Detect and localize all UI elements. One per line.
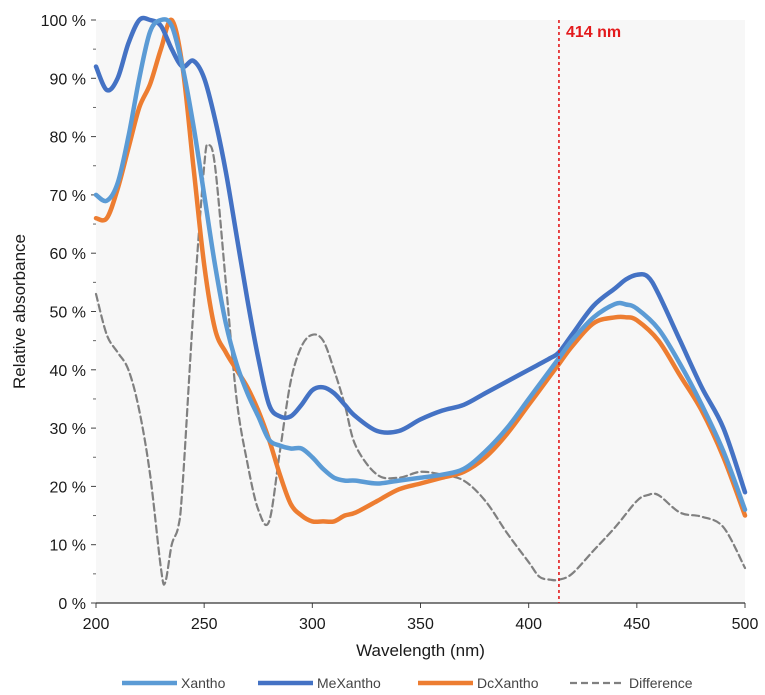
legend-label-xantho: Xantho	[181, 675, 226, 691]
plot-background	[96, 20, 745, 603]
y-tick-label: 30 %	[50, 421, 86, 438]
x-tick-label: 350	[407, 616, 434, 633]
y-tick-label: 10 %	[50, 538, 86, 555]
y-tick-label: 100 %	[41, 13, 86, 30]
legend-label-difference: Difference	[629, 675, 693, 691]
x-tick-label: 450	[623, 616, 650, 633]
legend-label-mexantho: MeXantho	[317, 675, 381, 691]
y-tick-label: 20 %	[50, 479, 86, 496]
x-tick-label: 200	[83, 616, 110, 633]
x-axis-title: Wavelength (nm)	[356, 641, 485, 660]
y-tick-label: 90 %	[50, 71, 86, 88]
y-tick-label: 0 %	[58, 596, 86, 613]
x-axis-ticks: 200 250 300 350 400 450 500	[83, 603, 759, 633]
legend: Xantho MeXantho DcXantho Difference	[122, 675, 693, 691]
y-tick-label: 40 %	[50, 363, 86, 380]
series-line-xantho	[93, 17, 748, 512]
y-tick-label: 70 %	[50, 188, 86, 205]
series-line-difference	[94, 143, 747, 586]
x-tick-label: 500	[732, 616, 759, 633]
y-tick-label: 60 %	[50, 246, 86, 263]
series-layer	[93, 15, 748, 586]
series-line-mexantho	[93, 15, 748, 495]
legend-label-dcxantho: DcXantho	[477, 675, 539, 691]
x-tick-label: 300	[299, 616, 326, 633]
series-line-dcxantho	[93, 17, 748, 525]
y-axis-title: Relative absorbance	[10, 234, 29, 389]
annotation-label: 414 nm	[566, 24, 621, 41]
y-tick-label: 50 %	[50, 305, 86, 322]
x-tick-label: 400	[515, 616, 542, 633]
x-tick-label: 250	[191, 616, 218, 633]
y-axis-ticks: 0 % 10 % 20 % 30 % 40 % 50 % 60 % 70 % 80 % 90 % 1…	[41, 13, 96, 613]
y-tick-label: 80 %	[50, 130, 86, 147]
